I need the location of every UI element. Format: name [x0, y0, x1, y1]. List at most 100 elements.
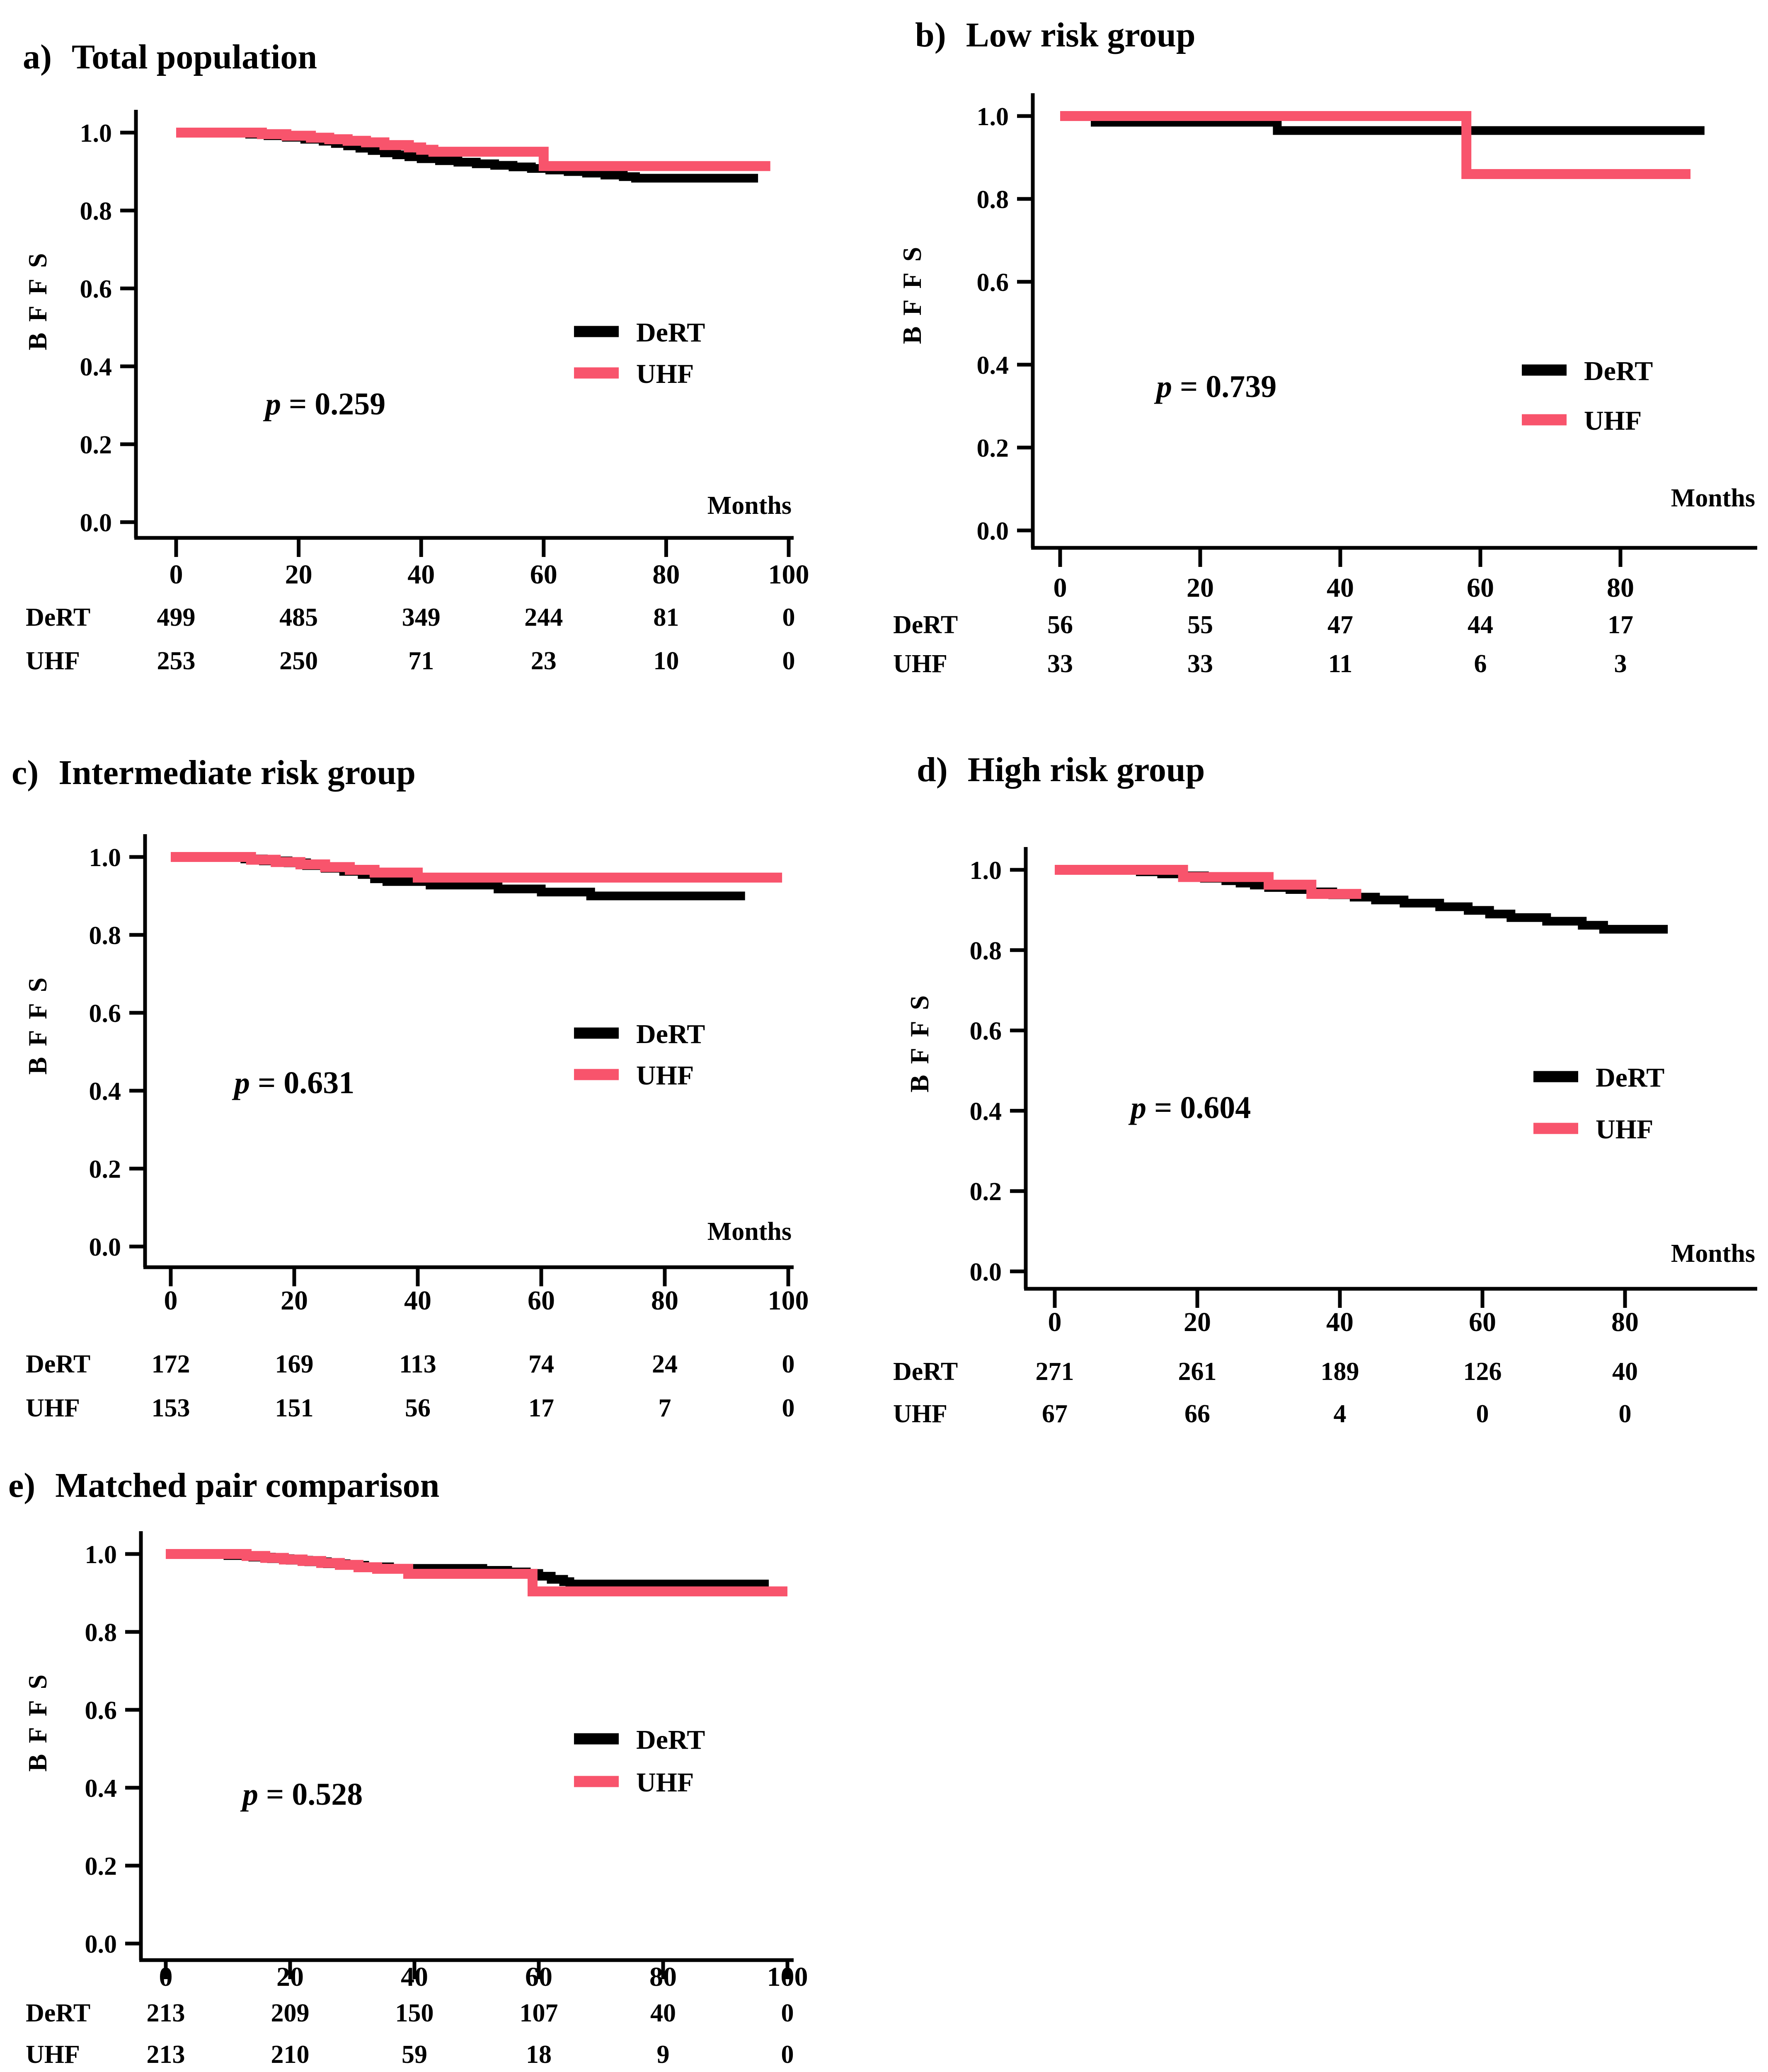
risk-value: 213	[147, 1999, 185, 2027]
panel-a-curve-uhf	[176, 128, 770, 171]
panel-e-p-value: p = 0.528	[240, 1777, 363, 1812]
risk-value: 66	[1184, 1400, 1210, 1428]
risk-value: 0	[781, 1999, 794, 2027]
panel-letter: e)	[8, 1466, 35, 1505]
x-tick-label: 40	[407, 559, 435, 590]
panel-a-p-value: p = 0.259	[263, 387, 385, 421]
panel-letter: b)	[915, 16, 946, 54]
x-tick-label: 80	[651, 1285, 678, 1316]
risk-value: 24	[652, 1350, 678, 1378]
risk-value: 0	[782, 1350, 795, 1378]
y-tick-label: 0.4	[970, 1097, 1002, 1126]
x-tick-label: 60	[1469, 1307, 1496, 1337]
risk-value: 18	[526, 2041, 552, 2069]
risk-value: 74	[528, 1350, 554, 1378]
x-axis-unit-label: Months	[707, 1218, 792, 1246]
y-tick-label: 0.4	[80, 353, 112, 381]
y-tick-label: 0.6	[977, 269, 1009, 297]
panel-a-title: a) Total population	[23, 38, 317, 76]
risk-value: 126	[1463, 1358, 1502, 1386]
legend-label-uhf: UHF	[636, 1060, 694, 1091]
panel-title-text: Intermediate risk group	[58, 753, 416, 792]
risk-value: 271	[1036, 1358, 1074, 1386]
risk-row-label-uhf: UHF	[26, 2041, 80, 2069]
risk-value: 244	[524, 603, 563, 632]
y-tick-label: 0.8	[89, 922, 121, 950]
risk-value: 261	[1178, 1358, 1217, 1386]
risk-value: 107	[520, 1999, 558, 2027]
legend-label-uhf: UHF	[636, 1767, 694, 1798]
panel-b: b) Low risk group BFFS 1.0 0.8 0.6 0.4 0.2 0.0 0 2…	[893, 16, 1757, 678]
risk-value: 151	[275, 1394, 314, 1422]
risk-row-label-dert: DeRT	[26, 603, 90, 632]
legend-label-dert: DeRT	[636, 317, 705, 348]
x-tick-label: 0	[159, 1962, 173, 1992]
panel-d-curve-uhf	[1055, 865, 1361, 899]
x-axis-unit-label: Months	[707, 491, 792, 520]
y-tick-label: 0.2	[970, 1178, 1002, 1206]
risk-value: 10	[653, 647, 679, 675]
p-symbol: p	[1154, 369, 1172, 404]
panel-b-title: b) Low risk group	[915, 16, 1196, 54]
y-tick-label: 0.0	[89, 1233, 121, 1261]
x-tick-label: 80	[1607, 573, 1634, 603]
y-tick-label: 1.0	[977, 103, 1009, 131]
panel-letter: c)	[12, 753, 39, 792]
y-tick-label: 0.2	[977, 434, 1009, 462]
risk-value: 4	[1334, 1400, 1347, 1428]
y-axis-label: BFFS	[23, 967, 52, 1075]
risk-value: 209	[271, 1999, 310, 2027]
y-tick-label: 0.6	[80, 275, 112, 303]
x-tick-label: 0	[1054, 573, 1067, 603]
p-symbol: p	[240, 1777, 258, 1812]
risk-row-label-uhf: UHF	[893, 650, 947, 678]
risk-value: 485	[279, 603, 318, 632]
x-tick-label: 80	[652, 559, 680, 590]
risk-row-label-dert: DeRT	[893, 611, 958, 639]
panel-c-title: c) Intermediate risk group	[12, 753, 416, 792]
panel-a: a) Total population BFFS 1.0 0.8 0.6 0.4 0.2 0.0…	[23, 38, 809, 675]
x-tick-label: 20	[1187, 573, 1214, 603]
risk-value: 11	[1328, 650, 1353, 678]
risk-value: 71	[408, 647, 434, 675]
risk-value: 56	[1047, 611, 1073, 639]
x-tick-label: 0	[1048, 1307, 1062, 1337]
y-tick-label: 0.8	[977, 186, 1009, 214]
x-axis-unit-label: Months	[1671, 1239, 1755, 1268]
risk-row-label-uhf: UHF	[893, 1400, 947, 1428]
risk-value: 169	[275, 1350, 314, 1378]
y-tick-label: 0.0	[970, 1258, 1002, 1286]
x-tick-label: 60	[530, 559, 557, 590]
y-tick-label: 0.8	[85, 1619, 117, 1647]
risk-value: 153	[152, 1394, 190, 1422]
x-tick-label: 20	[285, 559, 312, 590]
risk-value: 40	[1612, 1358, 1638, 1386]
x-tick-label: 60	[1467, 573, 1494, 603]
risk-value: 33	[1047, 650, 1073, 678]
x-tick-label: 40	[1326, 1307, 1354, 1337]
y-tick-label: 0.0	[85, 1930, 117, 1958]
risk-value: 23	[531, 647, 557, 675]
legend-label-uhf: UHF	[1596, 1114, 1653, 1145]
p-value-text: = 0.739	[1172, 369, 1276, 404]
y-tick-label: 1.0	[970, 857, 1002, 885]
y-axis-label: BFFS	[897, 236, 927, 344]
p-symbol: p	[263, 387, 281, 421]
y-tick-label: 0.2	[80, 431, 112, 459]
panel-title-text: Matched pair comparison	[55, 1466, 439, 1505]
risk-value: 56	[405, 1394, 431, 1422]
panel-b-p-value: p = 0.739	[1154, 369, 1276, 404]
y-axis-label: BFFS	[23, 242, 52, 350]
legend-label-dert: DeRT	[636, 1019, 705, 1049]
risk-value: 81	[653, 603, 679, 632]
panel-title-text: Low risk group	[966, 16, 1196, 54]
panel-e-curve-uhf	[166, 1549, 787, 1597]
x-tick-label: 40	[1327, 573, 1354, 603]
panel-title-text: High risk group	[968, 750, 1205, 789]
p-symbol: p	[232, 1065, 250, 1100]
panel-letter: d)	[917, 750, 948, 789]
p-value-text: = 0.631	[250, 1065, 354, 1100]
legend-label-uhf: UHF	[1584, 406, 1642, 436]
y-tick-label: 0.8	[80, 197, 112, 225]
